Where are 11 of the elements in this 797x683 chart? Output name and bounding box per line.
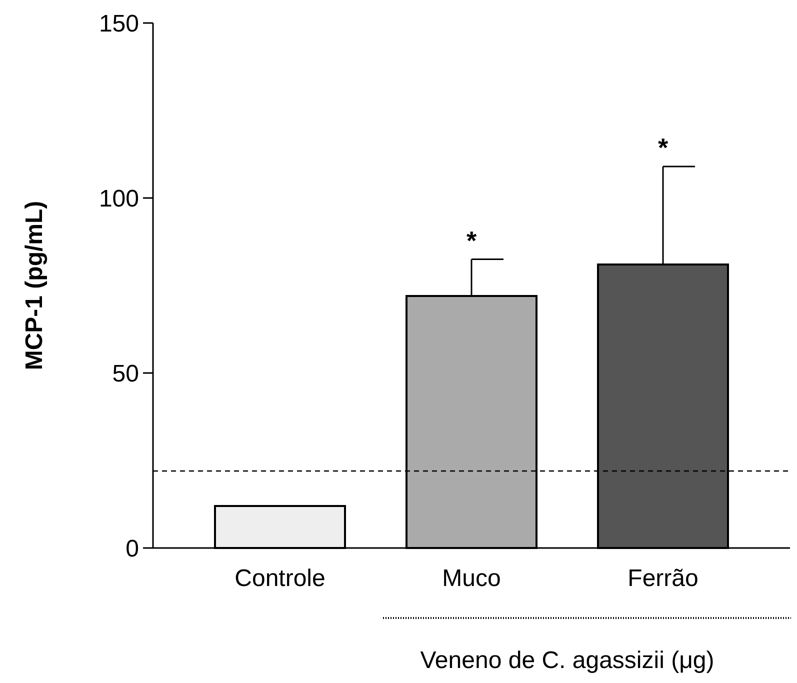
x-axis-title: Veneno de C. agassizii (μg) — [420, 647, 714, 674]
y-tick-label: 100 — [98, 185, 139, 212]
x-tick-label: Controle — [234, 565, 326, 592]
y-axis-title: MCP-1 (pg/mL) — [21, 200, 48, 370]
annotation: * — [466, 225, 478, 256]
y-tick-label: 0 — [126, 535, 139, 562]
annotation: * — [658, 132, 669, 163]
x-tick-label: Muco — [442, 565, 501, 592]
x-tick-label: Ferrão — [628, 565, 698, 592]
y-tick-label: 50 — [112, 360, 139, 388]
y-tick-label: 150 — [98, 10, 139, 38]
